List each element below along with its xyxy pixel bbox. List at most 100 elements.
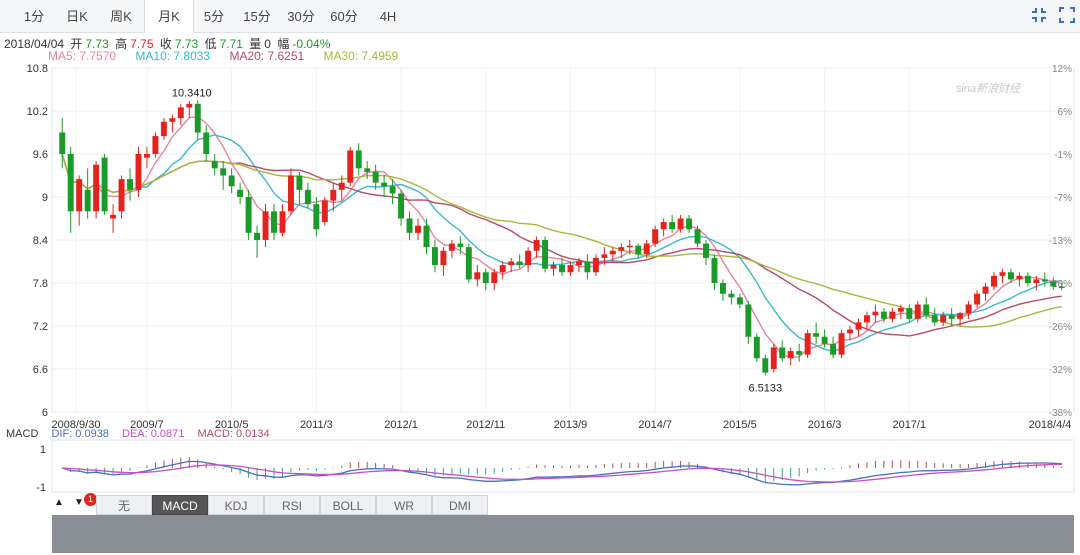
pct-tick-label: -7% [1054,193,1072,204]
dif-line [62,460,1062,486]
arrow-up-icon[interactable]: ▲ [54,497,64,508]
indicator-5[interactable]: WR [376,495,432,515]
tab-4[interactable]: 5分 [203,9,225,24]
close-value: 7.73 [174,37,199,51]
candle-body [271,211,277,233]
tab-0[interactable]: 1分 [23,9,45,24]
candle-body [110,214,117,219]
candle-body [601,254,608,258]
candle-body [728,293,735,298]
candle-body [770,347,777,369]
candle-body [364,168,371,172]
candle-body [372,171,379,183]
range-navigator[interactable] [52,515,1074,553]
candle-body [304,189,311,205]
x-tick-label: 2017/1 [892,419,926,431]
change-value: -0.04% [292,37,331,51]
candle-body [787,351,794,359]
tab-5[interactable]: 15分 [243,9,271,24]
candle-body [957,313,964,319]
candle-body [753,336,760,359]
candle-body [618,247,625,251]
candle-body [169,118,176,122]
tab-3[interactable]: 月K [144,0,194,33]
candle-body [423,225,430,248]
indicator-1[interactable]: MACD [152,495,208,515]
candle-body [889,311,896,319]
open-label: 开 [70,37,83,51]
arrow-down-icon[interactable]: ▼ [74,497,84,508]
indicator-2[interactable]: KDJ [208,495,264,515]
candle-body [415,225,421,233]
indicator-3[interactable]: RSI [264,495,320,515]
candle-body [220,168,227,176]
candle-body [338,182,345,190]
ma10-line [61,134,1062,352]
y-tick-label: 6.6 [33,364,48,376]
candle-body [381,182,388,187]
candle-body [567,265,574,273]
candle-body [398,193,405,219]
y-tick-label: 10.8 [27,63,48,75]
candle-body [643,243,650,255]
candle-body [491,272,498,283]
candle-body [847,329,853,334]
candle-body [813,333,820,337]
x-tick-label: 2013/9 [554,419,588,431]
change-label: 幅 [277,37,290,51]
ma30-legend: MA30: 7.4959 [323,49,399,63]
dea-line [62,463,1062,483]
pct-tick-label: -13% [1049,236,1072,247]
indicator-4[interactable]: BOLL [320,495,376,515]
tab-1[interactable]: 日K [66,9,88,24]
candle-body [482,272,489,283]
candle-body [974,293,981,305]
candle-body [127,179,133,190]
macd-y-tick: 1 [40,444,46,456]
tab-8[interactable]: 4H [379,9,397,24]
candle-body [313,204,320,230]
x-tick-label: 2014/7 [638,419,672,431]
candle-body [635,245,642,255]
candle-body [203,132,210,154]
tab-2[interactable]: 周K [110,9,132,24]
indicator-0[interactable]: 无 [96,495,152,515]
pct-tick-label: 12% [1052,64,1072,75]
candle-body [821,336,828,344]
candle-body [457,243,464,248]
period-tab-bar: 1分 日K 周K 月K 5分 15分 30分 60分 4H [0,0,1080,33]
candle-body [626,245,633,248]
candle-body [254,232,261,240]
candle-body [542,240,549,269]
candle-body [135,154,142,190]
compress-arrows-icon[interactable] [1030,6,1048,24]
notification-badge: 1 [84,493,97,506]
macd-value-legend: MACD: 0.0134 [197,428,270,440]
candle-body [575,261,582,266]
candle-body [431,247,438,266]
expand-icon[interactable] [1058,6,1076,24]
ma5-legend: MA5: 7.7570 [48,49,117,63]
y-tick-label: 6 [42,407,48,419]
candle-body [592,257,599,273]
tab-6[interactable]: 30分 [287,9,315,24]
candle-body [76,179,83,212]
candle-body [965,304,972,314]
dif-legend: DIF: 0.0938 [51,428,109,440]
candle-body [609,250,616,255]
candle-body [67,154,74,212]
candle-body [804,333,811,355]
candle-body [516,261,523,266]
y-tick-label: 7.8 [33,278,48,290]
pct-tick-label: -1% [1054,150,1072,161]
candle-body [1058,286,1065,289]
candle-body [321,200,328,223]
candle-body [559,265,565,273]
indicator-6[interactable]: DMI [432,495,488,515]
candle-body [660,222,667,230]
tab-7[interactable]: 60分 [330,9,358,24]
low-value: 7.71 [219,37,243,51]
candle-body [84,189,91,212]
candle-body [237,189,244,197]
